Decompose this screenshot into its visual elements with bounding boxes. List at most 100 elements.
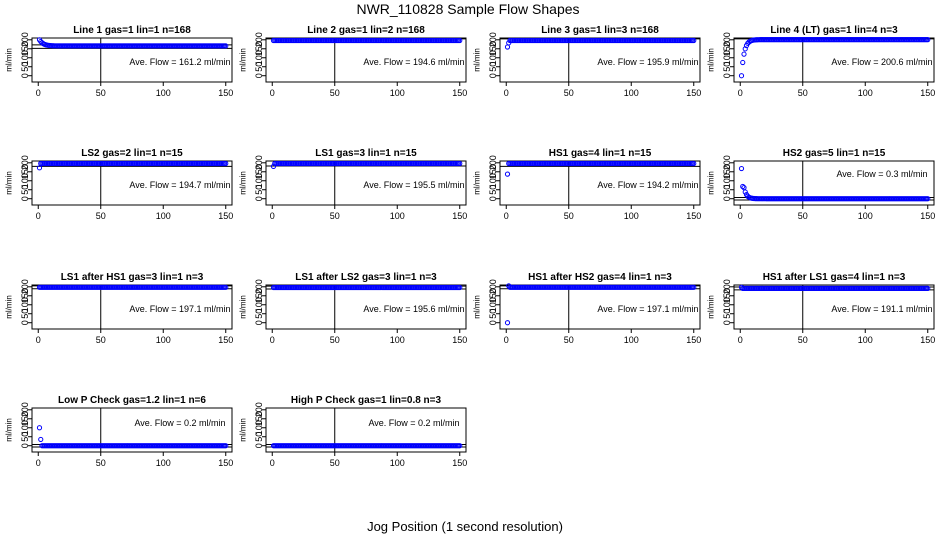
average-flow-annotation: Ave. Flow = 195.5 ml/min: [363, 180, 464, 190]
y-axis-label: ml/min: [5, 418, 14, 442]
data-point: [691, 160, 697, 167]
x-tick-label: 50: [330, 88, 340, 98]
panel-13: Low P Check gas=1.2 lin=1 n=605010015020…: [5, 395, 234, 468]
x-tick-label: 100: [390, 335, 405, 345]
data-points: [738, 37, 931, 79]
x-tick-label: 50: [564, 211, 574, 221]
y-tick-label: 50: [722, 185, 732, 195]
plot-frame: [733, 160, 935, 206]
x-tick-label: 150: [920, 211, 935, 221]
data-point: [223, 284, 229, 290]
data-points: [738, 165, 931, 202]
y-tick-label: 0: [488, 320, 498, 325]
y-tick-label: 100: [254, 50, 264, 65]
y-tick-label: 200: [488, 279, 498, 294]
y-tick-label: 100: [254, 173, 264, 188]
data-point: [36, 425, 43, 431]
y-axis-label: ml/min: [5, 295, 14, 319]
x-tick-label: 100: [858, 335, 873, 345]
data-point: [738, 165, 745, 172]
x-tick-label: 50: [330, 458, 340, 468]
y-tick-label: 0: [20, 73, 30, 78]
average-flow-annotation: Ave. Flow = 197.1 ml/min: [129, 304, 230, 314]
y-tick-label: 0: [254, 320, 264, 325]
y-tick-label: 150: [254, 411, 264, 426]
panel-title: HS1 after HS2 gas=4 lin=1 n=3: [528, 272, 672, 283]
x-tick-label: 0: [738, 211, 743, 221]
data-point: [740, 183, 746, 190]
y-tick-label: 0: [20, 443, 30, 448]
data-point: [925, 196, 931, 202]
y-axis-label: ml/min: [239, 418, 248, 442]
x-tick-label: 150: [452, 88, 467, 98]
panel-title: Line 3 gas=1 lin=3 n=168: [541, 25, 659, 36]
data-point: [925, 285, 931, 292]
data-point: [270, 163, 277, 169]
x-tick-label: 0: [738, 88, 743, 98]
x-tick-label: 50: [798, 335, 808, 345]
y-tick-label: 0: [722, 320, 732, 325]
x-tick-label: 150: [218, 458, 233, 468]
y-tick-label: 150: [20, 411, 30, 426]
average-flow-annotation: Ave. Flow = 161.2 ml/min: [129, 57, 230, 67]
y-tick-label: 50: [20, 432, 30, 442]
x-tick-label: 150: [452, 211, 467, 221]
y-tick-label: 150: [20, 41, 30, 56]
x-tick-label: 100: [624, 88, 639, 98]
x-tick-label: 50: [330, 335, 340, 345]
x-tick-label: 100: [858, 211, 873, 221]
x-tick-label: 150: [218, 211, 233, 221]
y-tick-label: 50: [20, 309, 30, 319]
x-tick-label: 0: [504, 211, 509, 221]
y-tick-label: 200: [488, 32, 498, 47]
x-tick-label: 50: [564, 335, 574, 345]
average-flow-annotation: Ave. Flow = 197.1 ml/min: [597, 304, 698, 314]
data-point: [457, 37, 463, 44]
y-tick-label: 50: [254, 185, 264, 195]
data-points: [36, 425, 229, 449]
panel-title: Low P Check gas=1.2 lin=1 n=6: [58, 395, 206, 406]
x-tick-label: 0: [504, 88, 509, 98]
y-tick-label: 200: [488, 155, 498, 170]
y-tick-label: 0: [488, 196, 498, 201]
y-tick-label: 0: [722, 196, 732, 201]
y-tick-label: 50: [20, 185, 30, 195]
y-axis-label: ml/min: [707, 171, 716, 195]
data-points: [270, 443, 463, 449]
panel-title: LS2 gas=2 lin=1 n=15: [81, 148, 183, 159]
data-point: [38, 436, 44, 443]
data-points: [36, 160, 229, 171]
data-points: [504, 37, 697, 50]
panel-title: LS1 after HS1 gas=3 lin=1 n=3: [61, 272, 204, 283]
data-point: [925, 37, 931, 43]
y-axis-label: ml/min: [707, 295, 716, 319]
average-flow-annotation: Ave. Flow = 194.7 ml/min: [129, 180, 230, 190]
panel-10: LS1 after LS2 gas=3 lin=1 n=305010015020…: [239, 272, 468, 345]
x-tick-label: 0: [36, 211, 41, 221]
data-points: [270, 284, 463, 291]
x-tick-label: 0: [36, 458, 41, 468]
average-flow-annotation: Ave. Flow = 194.2 ml/min: [597, 180, 698, 190]
x-tick-label: 100: [390, 211, 405, 221]
data-point: [691, 37, 697, 44]
y-tick-label: 150: [20, 288, 30, 303]
panel-4: Line 4 (LT) gas=1 lin=4 n=3050100150200m…: [707, 25, 936, 98]
y-axis-label: ml/min: [473, 48, 482, 72]
data-point: [742, 189, 748, 195]
x-tick-label: 150: [920, 88, 935, 98]
panel-14: High P Check gas=1 lin=0.8 n=30501001502…: [239, 395, 468, 468]
y-tick-label: 0: [254, 443, 264, 448]
average-flow-annotation: Ave. Flow = 0.2 ml/min: [134, 418, 225, 428]
x-tick-label: 0: [36, 88, 41, 98]
y-tick-label: 150: [254, 164, 264, 179]
y-tick-label: 150: [488, 41, 498, 56]
y-tick-label: 50: [488, 185, 498, 195]
panel-title: Line 4 (LT) gas=1 lin=4 n=3: [770, 25, 898, 36]
x-tick-label: 100: [858, 88, 873, 98]
x-tick-label: 50: [330, 211, 340, 221]
y-tick-label: 200: [722, 32, 732, 47]
data-point: [504, 44, 511, 50]
y-tick-label: 150: [722, 41, 732, 56]
